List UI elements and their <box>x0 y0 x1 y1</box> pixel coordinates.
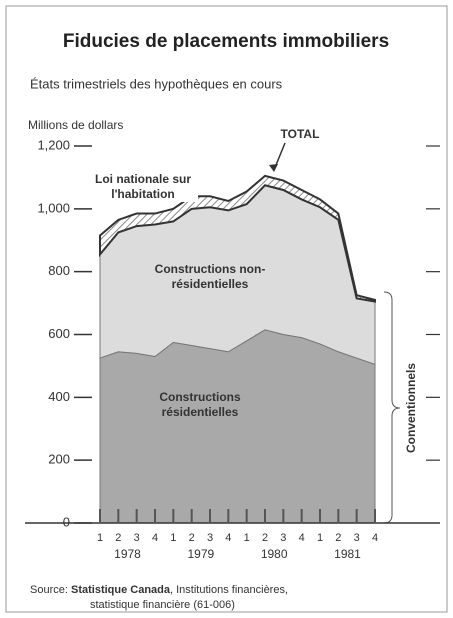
series-label: Constructions résidentielles <box>159 390 241 419</box>
area <box>99 329 376 524</box>
chart-title: Fiducies de placements immobiliers <box>63 31 389 52</box>
year-label: 1980 <box>261 547 288 561</box>
x-tick-label: 4 <box>372 532 378 544</box>
y-tick-label: 600 <box>48 326 70 341</box>
subtitle: États trimestriels des hypothèques en co… <box>30 76 283 91</box>
source-prefix: Source: <box>30 584 68 596</box>
x-tick-label: 2 <box>335 532 341 544</box>
x-tick-label: 1 <box>244 532 250 544</box>
year-label: 1981 <box>334 547 361 561</box>
bracket-label: Conventionnels <box>404 363 418 453</box>
source: Source: Statistique Canada, Institutions… <box>30 584 288 596</box>
x-tick-label: 3 <box>280 532 286 544</box>
y-tick-label: 1,000 <box>37 200 70 215</box>
total-arrowhead <box>269 164 278 172</box>
y-tick-label: 200 <box>48 452 70 467</box>
year-label: 1978 <box>114 547 141 561</box>
y-tick-label: 800 <box>48 263 70 278</box>
source-bold: Statistique Canada <box>71 584 171 596</box>
x-tick-label: 4 <box>225 532 231 544</box>
bracket <box>383 291 401 524</box>
x-tick-label: 3 <box>207 532 213 544</box>
x-tick-label: 1 <box>97 532 103 544</box>
source-line2: statistique financière (61-006) <box>90 599 235 611</box>
total-label: TOTAL <box>281 127 320 141</box>
y-tick-label: 1,200 <box>37 137 70 152</box>
source-rest: , Institutions financières, <box>170 584 288 596</box>
series-label: Constructions non-résidentielles <box>154 262 266 291</box>
x-tick-label: 1 <box>317 532 323 544</box>
x-tick-label: 3 <box>354 532 360 544</box>
series-label: Loi nationale sur l'habitation <box>88 172 198 202</box>
x-tick-label: 4 <box>152 532 158 544</box>
y-tick-label: 400 <box>48 389 70 404</box>
x-tick-label: 2 <box>189 532 195 544</box>
x-tick-label: 4 <box>299 532 305 544</box>
x-tick-label: 2 <box>262 532 268 544</box>
y-tick-label: 0 <box>63 514 70 529</box>
x-tick-label: 3 <box>134 532 140 544</box>
year-label: 1979 <box>187 547 214 561</box>
x-tick-label: 2 <box>115 532 121 544</box>
frame <box>5 5 448 613</box>
x-tick-label: 1 <box>170 532 176 544</box>
y-axis-label: Millions de dollars <box>28 118 123 132</box>
